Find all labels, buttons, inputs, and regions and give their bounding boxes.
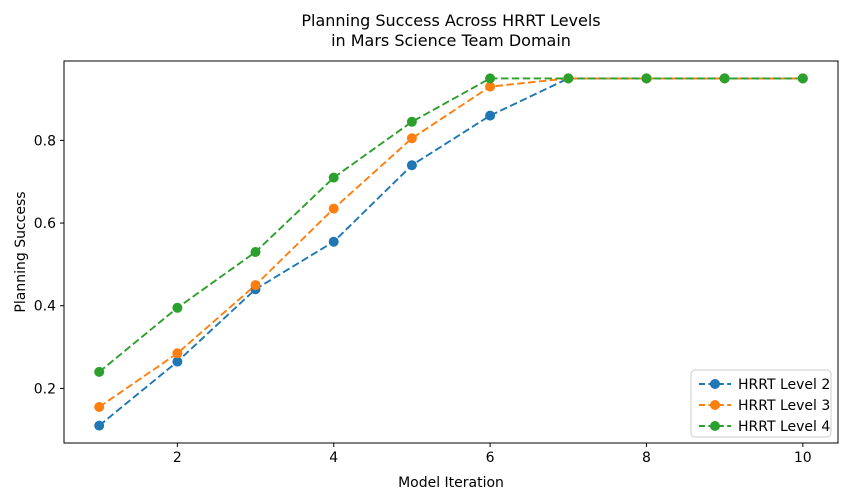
x-tick-label: 8 bbox=[642, 450, 651, 466]
data-point-hrrt-level-4 bbox=[250, 247, 261, 257]
legend-label-hrrt-level-2: HRRT Level 2 bbox=[738, 377, 830, 393]
data-point-hrrt-level-2 bbox=[172, 356, 183, 367]
x-tick-label: 6 bbox=[486, 450, 495, 466]
data-point-hrrt-level-2 bbox=[485, 110, 496, 121]
series-line-hrrt-level-4 bbox=[98, 77, 803, 373]
y-tick-label: 0.8 bbox=[34, 133, 56, 149]
data-point-hrrt-level-3 bbox=[406, 133, 417, 144]
data-point-hrrt-level-3 bbox=[485, 81, 496, 92]
y-axis-label: Planning Success bbox=[13, 191, 29, 312]
legend-label-hrrt-level-3: HRRT Level 3 bbox=[738, 398, 830, 414]
legend-label-hrrt-level-4: HRRT Level 4 bbox=[738, 419, 830, 435]
series-line-hrrt-level-3 bbox=[98, 77, 803, 408]
data-point-hrrt-level-4 bbox=[797, 73, 808, 84]
data-point-hrrt-level-4 bbox=[94, 366, 105, 377]
y-tick-label: 0.4 bbox=[34, 299, 56, 315]
data-point-hrrt-level-4 bbox=[485, 73, 496, 84]
data-point-hrrt-level-4 bbox=[719, 73, 730, 84]
chart-title-line1: Planning Success Across HRRT Levels bbox=[301, 11, 600, 30]
y-tick-label: 0.2 bbox=[34, 381, 56, 397]
data-point-hrrt-level-4 bbox=[641, 73, 652, 84]
data-point-hrrt-level-3 bbox=[250, 280, 261, 291]
x-tick-label: 2 bbox=[173, 450, 182, 466]
y-tick-label: 0.6 bbox=[34, 216, 56, 232]
data-point-hrrt-level-3 bbox=[94, 402, 105, 412]
x-tick-label: 10 bbox=[794, 450, 812, 466]
data-point-hrrt-level-4 bbox=[406, 116, 417, 127]
data-point-hrrt-level-3 bbox=[328, 203, 339, 214]
data-point-hrrt-level-2 bbox=[406, 160, 417, 171]
data-point-hrrt-level-4 bbox=[563, 73, 574, 84]
legend-box bbox=[690, 369, 832, 438]
x-tick-label: 4 bbox=[329, 450, 338, 466]
legend-marker-icon-hrrt-level-3 bbox=[710, 400, 720, 410]
data-point-hrrt-level-2 bbox=[328, 236, 339, 247]
data-point-hrrt-level-2 bbox=[94, 420, 105, 431]
data-point-hrrt-level-4 bbox=[172, 302, 183, 313]
legend-marker-icon-hrrt-level-2 bbox=[710, 379, 720, 389]
chart-title-line2: in Mars Science Team Domain bbox=[331, 31, 571, 50]
legend-marker-icon-hrrt-level-4 bbox=[710, 421, 720, 431]
x-axis-label: Model Iteration bbox=[398, 475, 504, 491]
data-point-hrrt-level-4 bbox=[328, 172, 339, 183]
legend: HRRT Level 2 HRRT Level 3 HRRT Level 4 bbox=[690, 369, 832, 438]
plot-frame bbox=[63, 60, 839, 444]
data-point-hrrt-level-3 bbox=[172, 348, 183, 359]
